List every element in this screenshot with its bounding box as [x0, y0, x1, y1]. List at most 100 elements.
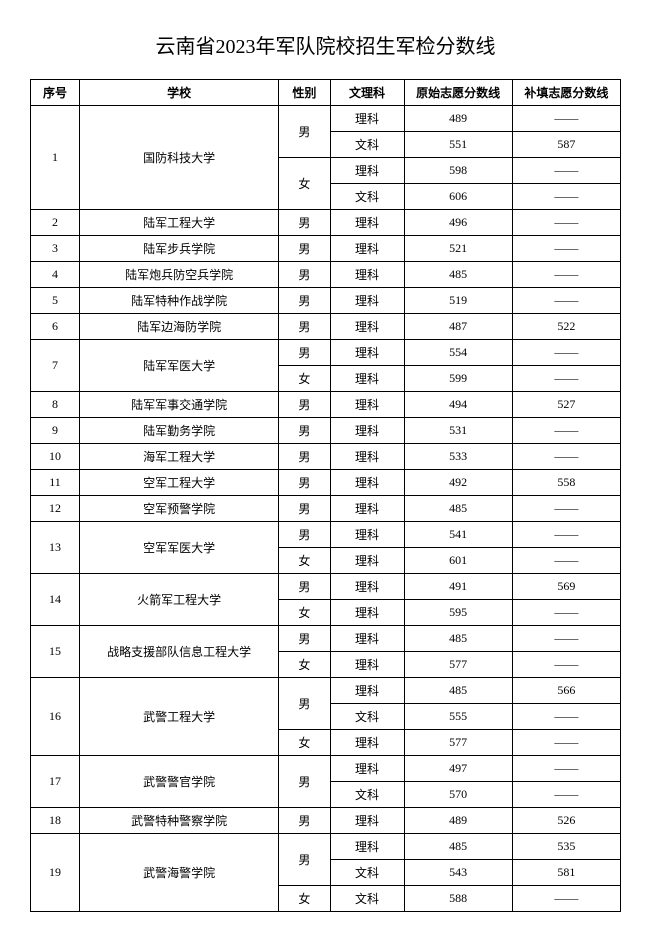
cell-seq: 7: [31, 340, 80, 392]
cell-score1: 487: [404, 314, 512, 340]
cell-seq: 4: [31, 262, 80, 288]
cell-subject: 理科: [330, 236, 404, 262]
cell-gender: 男: [279, 392, 330, 418]
cell-gender: 男: [279, 418, 330, 444]
cell-score2: 581: [512, 860, 620, 886]
cell-school: 陆军军医大学: [79, 340, 278, 392]
cell-seq: 9: [31, 418, 80, 444]
cell-score1: 577: [404, 652, 512, 678]
cell-gender: 男: [279, 626, 330, 652]
cell-gender: 男: [279, 496, 330, 522]
page-title: 云南省2023年军队院校招生军检分数线: [30, 30, 621, 59]
header-score1: 原始志愿分数线: [404, 80, 512, 106]
table-row: 11空军工程大学男理科492558: [31, 470, 621, 496]
table-row: 15战略支援部队信息工程大学男理科485——: [31, 626, 621, 652]
cell-school: 陆军工程大学: [79, 210, 278, 236]
cell-gender: 男: [279, 340, 330, 366]
table-row: 4陆军炮兵防空兵学院男理科485——: [31, 262, 621, 288]
cell-score1: 541: [404, 522, 512, 548]
table-body: 1国防科技大学男理科489——文科551587女理科598——文科606——2陆…: [31, 106, 621, 912]
cell-subject: 理科: [330, 392, 404, 418]
cell-score1: 485: [404, 262, 512, 288]
cell-gender: 男: [279, 574, 330, 600]
cell-score1: 496: [404, 210, 512, 236]
cell-seq: 14: [31, 574, 80, 626]
cell-score1: 606: [404, 184, 512, 210]
cell-subject: 理科: [330, 522, 404, 548]
cell-seq: 19: [31, 834, 80, 912]
cell-gender: 男: [279, 262, 330, 288]
cell-subject: 理科: [330, 366, 404, 392]
cell-score2: ——: [512, 548, 620, 574]
cell-score1: 491: [404, 574, 512, 600]
cell-score1: 489: [404, 106, 512, 132]
cell-school: 国防科技大学: [79, 106, 278, 210]
cell-school: 陆军军事交通学院: [79, 392, 278, 418]
table-row: 18武警特种警察学院男理科489526: [31, 808, 621, 834]
header-gender: 性别: [279, 80, 330, 106]
cell-score2: 558: [512, 470, 620, 496]
cell-subject: 理科: [330, 678, 404, 704]
cell-score2: ——: [512, 366, 620, 392]
cell-school: 武警警官学院: [79, 756, 278, 808]
cell-score2: ——: [512, 262, 620, 288]
cell-score2: ——: [512, 288, 620, 314]
cell-school: 陆军步兵学院: [79, 236, 278, 262]
cell-score2: ——: [512, 886, 620, 912]
table-row: 13空军军医大学男理科541——: [31, 522, 621, 548]
cell-subject: 理科: [330, 262, 404, 288]
cell-score1: 554: [404, 340, 512, 366]
cell-seq: 15: [31, 626, 80, 678]
cell-subject: 理科: [330, 652, 404, 678]
cell-gender: 男: [279, 236, 330, 262]
cell-subject: 理科: [330, 314, 404, 340]
cell-school: 空军预警学院: [79, 496, 278, 522]
cell-score1: 494: [404, 392, 512, 418]
cell-score2: ——: [512, 184, 620, 210]
cell-score1: 570: [404, 782, 512, 808]
table-row: 17武警警官学院男理科497——: [31, 756, 621, 782]
cell-score1: 521: [404, 236, 512, 262]
cell-school: 武警海警学院: [79, 834, 278, 912]
cell-score1: 577: [404, 730, 512, 756]
cell-gender: 女: [279, 730, 330, 756]
cell-seq: 10: [31, 444, 80, 470]
cell-gender: 女: [279, 548, 330, 574]
cell-subject: 理科: [330, 444, 404, 470]
cell-gender: 女: [279, 158, 330, 210]
cell-gender: 男: [279, 314, 330, 340]
cell-gender: 女: [279, 886, 330, 912]
cell-gender: 男: [279, 522, 330, 548]
table-row: 10海军工程大学男理科533——: [31, 444, 621, 470]
cell-seq: 3: [31, 236, 80, 262]
cell-gender: 男: [279, 106, 330, 158]
cell-score2: ——: [512, 444, 620, 470]
cell-score2: ——: [512, 158, 620, 184]
cell-gender: 男: [279, 470, 330, 496]
cell-school: 海军工程大学: [79, 444, 278, 470]
table-row: 9陆军勤务学院男理科531——: [31, 418, 621, 444]
table-row: 5陆军特种作战学院男理科519——: [31, 288, 621, 314]
cell-score1: 485: [404, 626, 512, 652]
cell-score1: 533: [404, 444, 512, 470]
cell-school: 陆军特种作战学院: [79, 288, 278, 314]
header-score2: 补填志愿分数线: [512, 80, 620, 106]
cell-school: 战略支援部队信息工程大学: [79, 626, 278, 678]
cell-score2: ——: [512, 106, 620, 132]
table-row: 2陆军工程大学男理科496——: [31, 210, 621, 236]
cell-score2: ——: [512, 340, 620, 366]
cell-subject: 文科: [330, 132, 404, 158]
cell-score1: 489: [404, 808, 512, 834]
cell-score2: 527: [512, 392, 620, 418]
table-row: 8陆军军事交通学院男理科494527: [31, 392, 621, 418]
cell-score1: 497: [404, 756, 512, 782]
cell-score2: ——: [512, 626, 620, 652]
cell-seq: 2: [31, 210, 80, 236]
cell-subject: 文科: [330, 860, 404, 886]
score-table: 序号 学校 性别 文理科 原始志愿分数线 补填志愿分数线 1国防科技大学男理科4…: [30, 79, 621, 912]
cell-school: 武警特种警察学院: [79, 808, 278, 834]
cell-gender: 男: [279, 756, 330, 808]
cell-subject: 理科: [330, 340, 404, 366]
cell-subject: 文科: [330, 886, 404, 912]
cell-school: 武警工程大学: [79, 678, 278, 756]
